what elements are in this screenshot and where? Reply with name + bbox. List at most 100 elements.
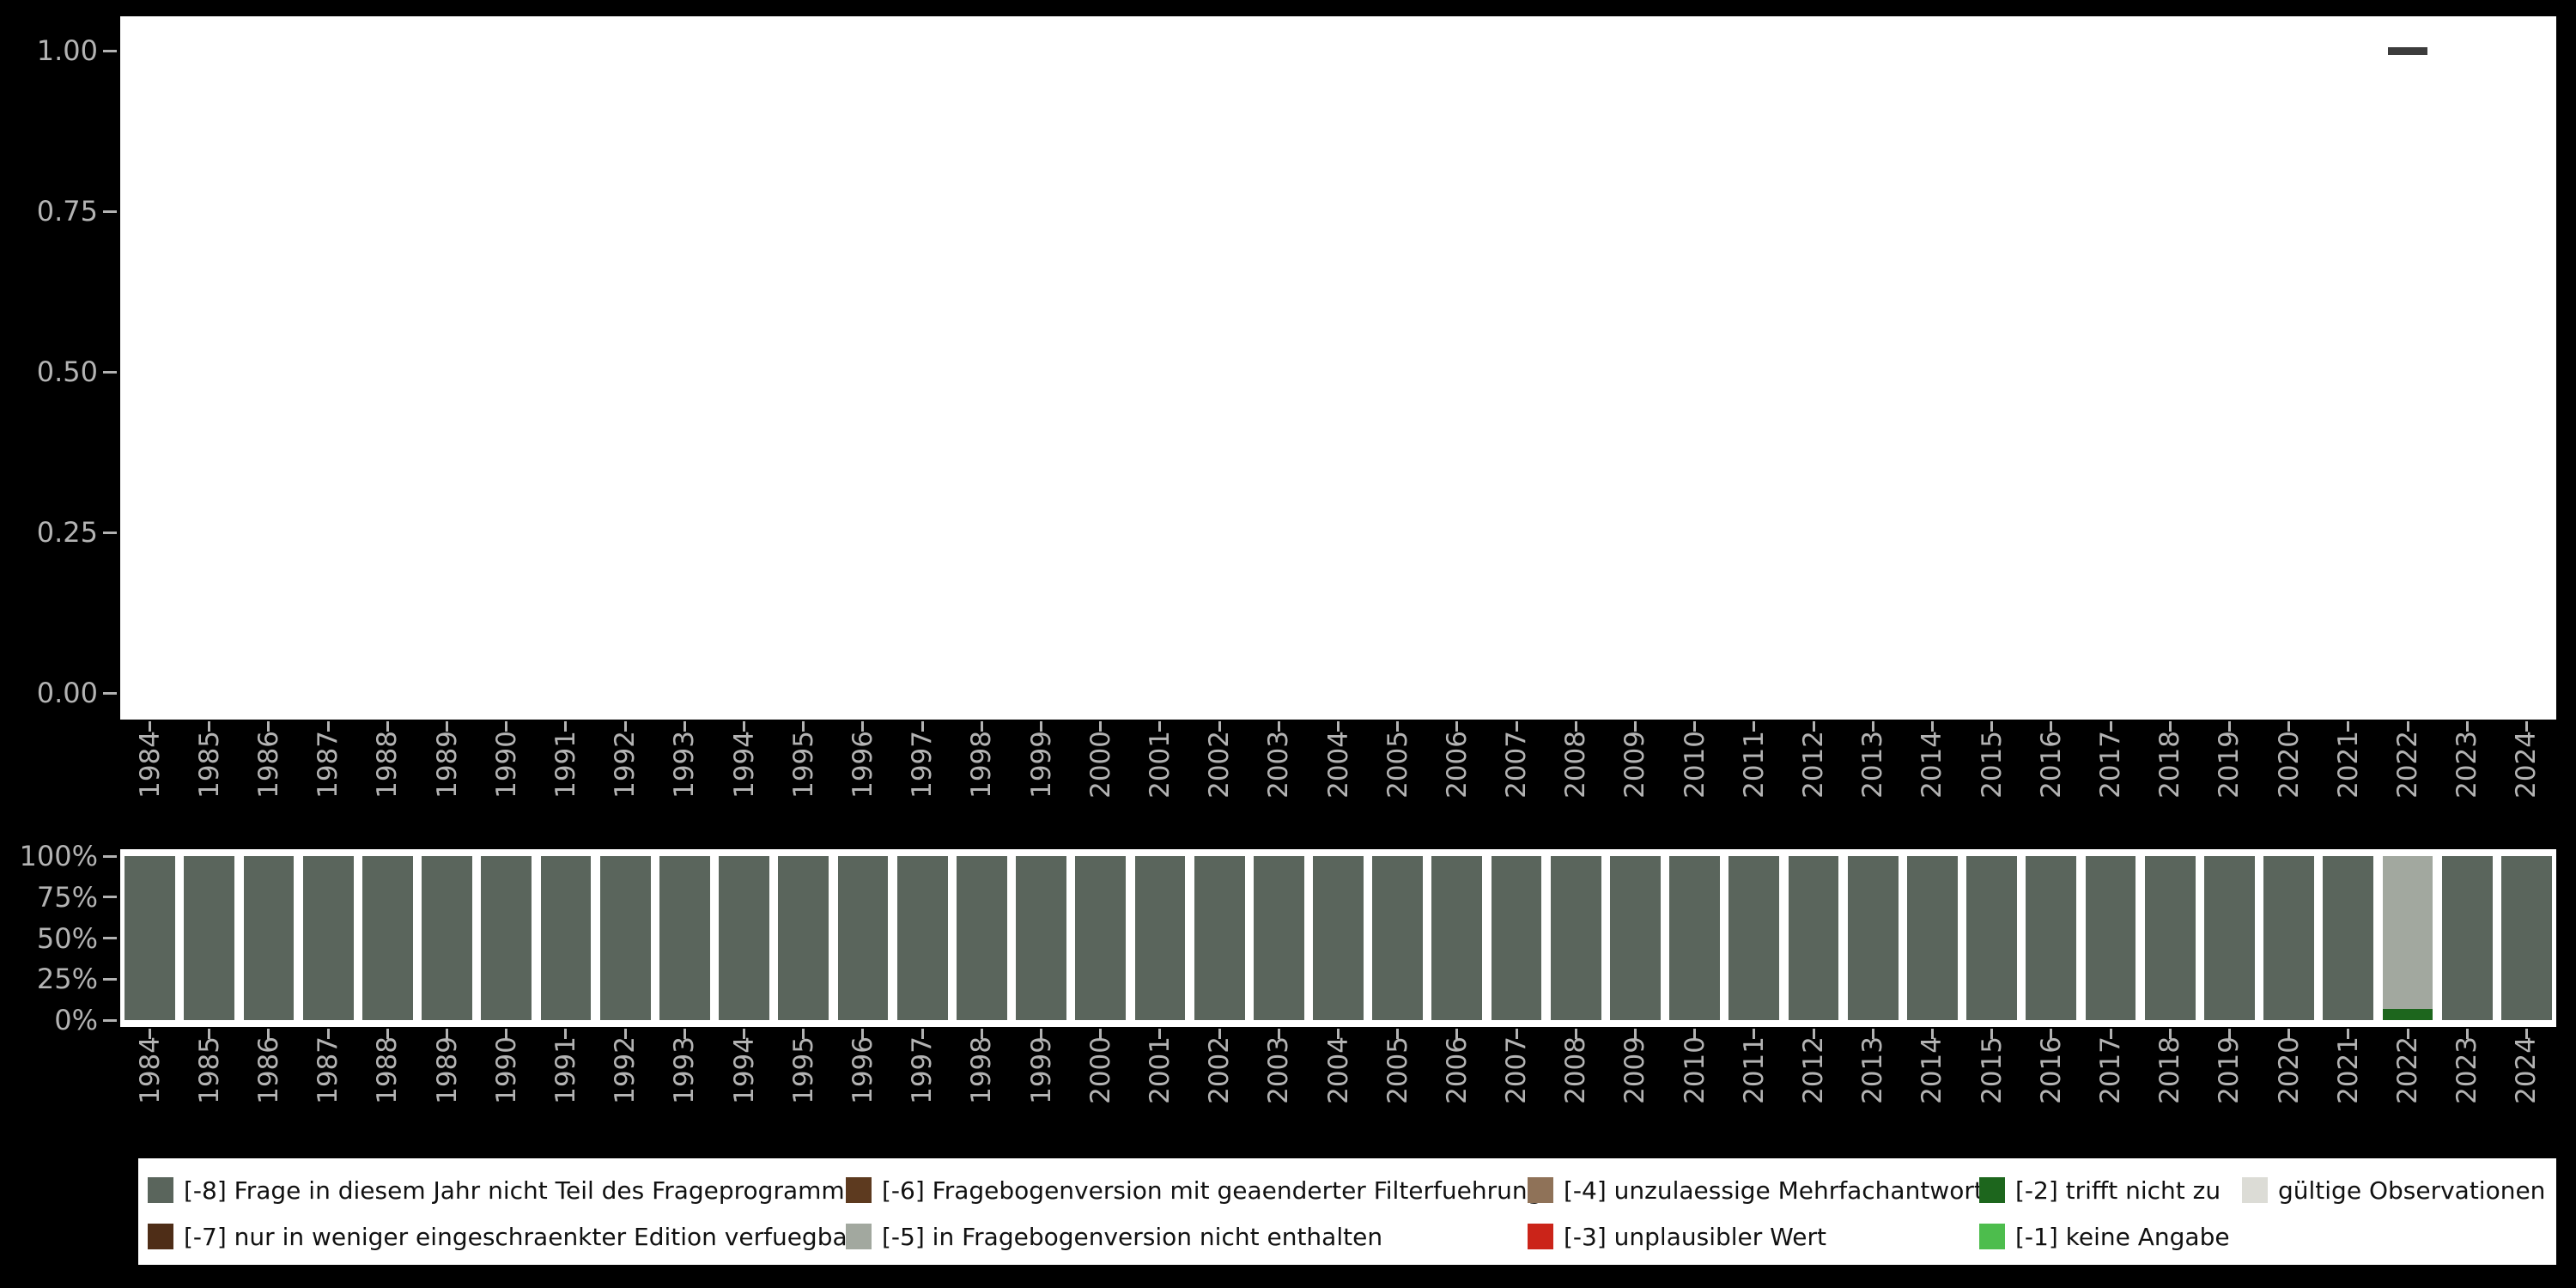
x-axis-tick-label: 2011 (1738, 1036, 1770, 1104)
stacked-bar-2000 (1075, 856, 1127, 1020)
x-axis-tick-mark (1871, 721, 1874, 732)
x-axis-tick-mark (2287, 721, 2291, 732)
x-axis-tick-mark (1099, 721, 1103, 732)
legend-item: [-7] nur in weniger eingeschraenkter Edi… (148, 1223, 857, 1251)
x-axis-tick-mark (2347, 721, 2350, 732)
y-axis-tick-mark (103, 896, 117, 899)
legend-swatch-color (1528, 1224, 1553, 1249)
stacked-bar-2012 (1788, 856, 1839, 1020)
x-axis-tick-label: 1999 (1025, 731, 1057, 799)
x-axis-tick-label: 2011 (1738, 731, 1770, 799)
stacked-bar-2008 (1550, 856, 1601, 1020)
x-axis-tick-mark (446, 721, 449, 732)
x-axis-tick-mark (1396, 1029, 1400, 1039)
x-axis-tick-label: 1984 (134, 731, 166, 799)
x-axis-tick-mark (386, 721, 389, 732)
y-axis-tick-label: 0.00 (36, 677, 98, 709)
x-axis-tick-mark (1693, 1029, 1697, 1039)
stacked-bar-2021 (2323, 856, 2374, 1020)
legend-item: [-3] unplausibler Wert (1528, 1223, 1826, 1251)
x-axis-tick-label: 2022 (2392, 1036, 2423, 1104)
stacked-bar-2011 (1728, 856, 1780, 1020)
x-axis-tick-mark (1277, 721, 1280, 732)
x-axis-tick-label: 1991 (550, 731, 581, 799)
x-axis-tick-mark (1930, 721, 1934, 732)
x-axis-tick-mark (1218, 721, 1221, 732)
y-axis-tick-mark (103, 1018, 117, 1022)
x-axis-tick-mark (861, 1029, 865, 1039)
x-axis-tick-mark (802, 1029, 805, 1039)
stacked-bar-2005 (1372, 856, 1424, 1020)
x-axis-tick-mark (802, 721, 805, 732)
stacked-bar-1990 (481, 856, 532, 1020)
legend-swatch-color (1528, 1177, 1553, 1203)
x-axis-tick-label: 2020 (2273, 731, 2305, 799)
x-axis-tick-label: 1990 (490, 1036, 522, 1104)
x-axis-tick-mark (743, 721, 746, 732)
y-axis-tick-mark (103, 49, 117, 52)
x-axis-tick-label: 1997 (907, 731, 939, 799)
legend-item: [-4] unzulaessige Mehrfachantwort (1528, 1176, 1984, 1205)
x-axis-tick-label: 1990 (490, 731, 522, 799)
stacked-bar-2001 (1134, 856, 1186, 1020)
y-axis-tick-label: 0.25 (36, 516, 98, 549)
x-axis-tick-label: 2005 (1382, 731, 1413, 799)
x-axis-tick-mark (2227, 1029, 2231, 1039)
x-axis-tick-mark (1812, 1029, 1815, 1039)
x-axis-tick-label: 1987 (313, 731, 344, 799)
x-axis-tick-label: 2009 (1619, 1036, 1651, 1104)
x-axis-tick-mark (2227, 721, 2231, 732)
x-axis-tick-label: 2014 (1917, 731, 1948, 799)
legend-item-label: [-8] Frage in diesem Jahr nicht Teil des… (184, 1176, 858, 1205)
x-axis-tick-mark (1574, 721, 1577, 732)
stacked-bar-2020 (2263, 856, 2315, 1020)
x-axis-tick-label: 1985 (193, 1036, 225, 1104)
legend-item: [-6] Fragebogenversion mit geaenderter F… (846, 1176, 1542, 1205)
x-axis-tick-mark (1633, 721, 1637, 732)
y-axis-tick-label: 0.75 (36, 195, 98, 228)
stacked-bar-2007 (1491, 856, 1542, 1020)
y-axis-tick-label: 1.00 (36, 34, 98, 67)
stacked-bar-1987 (302, 856, 354, 1020)
stacked-bar-1993 (659, 856, 710, 1020)
x-axis-tick-mark (326, 721, 330, 732)
x-axis-tick-mark (623, 1029, 627, 1039)
x-axis-tick-label: 1999 (1025, 1036, 1057, 1104)
x-axis-tick-mark (208, 1029, 211, 1039)
x-axis-tick-label: 2015 (1976, 1036, 2008, 1104)
x-axis-tick-label: 1985 (193, 731, 225, 799)
x-axis-tick-mark (2168, 1029, 2172, 1039)
x-axis-tick-label: 2021 (2332, 1036, 2364, 1104)
x-axis-tick-label: 1992 (610, 1036, 641, 1104)
x-axis-tick-mark (623, 721, 627, 732)
stacked-bar-1991 (540, 856, 592, 1020)
legend-swatch-color (148, 1224, 173, 1249)
stacked-bar-2017 (2085, 856, 2136, 1020)
x-axis-tick-label: 2018 (2154, 1036, 2186, 1104)
x-axis-tick-label: 1987 (313, 1036, 344, 1104)
x-axis-tick-mark (564, 1029, 568, 1039)
legend-item-label: [-5] in Fragebogenversion nicht enthalte… (882, 1222, 1383, 1251)
stacked-bar-1988 (361, 856, 413, 1020)
x-axis-tick-mark (1693, 721, 1697, 732)
x-axis-tick-mark (267, 1029, 270, 1039)
x-axis-tick-label: 1986 (252, 731, 284, 799)
stacked-bar-2023 (2441, 856, 2493, 1020)
x-axis-tick-label: 1984 (134, 1036, 166, 1104)
y-axis-tick-mark (103, 370, 117, 374)
x-axis-tick-mark (1099, 1029, 1103, 1039)
x-axis-tick-label: 2004 (1322, 731, 1354, 799)
x-axis-tick-label: 2013 (1857, 1036, 1889, 1104)
x-axis-tick-mark (1515, 1029, 1518, 1039)
legend-item: [-2] trifft nicht zu (1979, 1176, 2221, 1205)
x-axis-tick-mark (2406, 721, 2409, 732)
x-axis-tick-label: 1995 (787, 1036, 819, 1104)
x-axis-tick-label: 2001 (1144, 1036, 1176, 1104)
x-axis-tick-mark (1455, 721, 1459, 732)
x-axis-tick-mark (1633, 1029, 1637, 1039)
stacked-bar-2024 (2500, 856, 2552, 1020)
x-axis-tick-label: 2023 (2451, 731, 2483, 799)
x-axis-tick-label: 2016 (2035, 1036, 2067, 1104)
stacked-bar-2013 (1847, 856, 1899, 1020)
x-axis-tick-label: 1992 (610, 731, 641, 799)
